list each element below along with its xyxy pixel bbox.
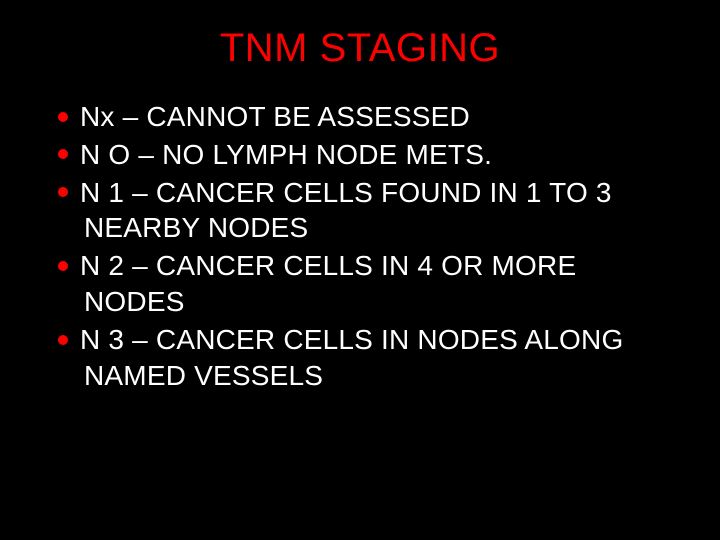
bullet-text: Nx – CANNOT BE ASSESSED — [80, 101, 470, 132]
list-item: N O – NO LYMPH NODE METS. — [58, 137, 680, 173]
list-item: N 1 – CANCER CELLS FOUND IN 1 TO 3 NEARB… — [58, 175, 680, 247]
list-item: N 3 – CANCER CELLS IN NODES ALONG NAMED … — [58, 322, 680, 394]
bullet-text: N 2 – CANCER CELLS IN 4 OR MORE NODES — [80, 250, 576, 317]
bullet-text: N 1 – CANCER CELLS FOUND IN 1 TO 3 NEARB… — [80, 177, 612, 244]
bullet-list: Nx – CANNOT BE ASSESSED N O – NO LYMPH N… — [58, 99, 680, 394]
bullet-icon — [58, 335, 68, 345]
bullet-text: N 3 – CANCER CELLS IN NODES ALONG NAMED … — [80, 324, 623, 391]
list-item: Nx – CANNOT BE ASSESSED — [58, 99, 680, 135]
slide: TNM STAGING Nx – CANNOT BE ASSESSED N O … — [0, 0, 720, 540]
bullet-icon — [58, 112, 68, 122]
bullet-icon — [58, 261, 68, 271]
slide-title: TNM STAGING — [0, 0, 720, 81]
slide-body: Nx – CANNOT BE ASSESSED N O – NO LYMPH N… — [0, 81, 720, 394]
bullet-icon — [58, 187, 68, 197]
bullet-icon — [58, 149, 68, 159]
bullet-text: N O – NO LYMPH NODE METS. — [80, 139, 492, 170]
list-item: N 2 – CANCER CELLS IN 4 OR MORE NODES — [58, 248, 680, 320]
